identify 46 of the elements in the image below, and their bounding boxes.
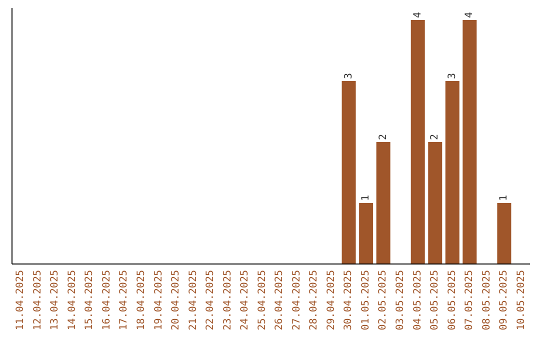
x-tick-label: 30.04.2025 <box>343 270 354 330</box>
x-tick-label: 08.05.2025 <box>481 270 492 330</box>
data-label: 3 <box>343 72 354 79</box>
bar <box>376 142 390 264</box>
bar <box>462 20 477 264</box>
data-label: 3 <box>446 72 458 79</box>
x-tick-label: 19.04.2025 <box>153 270 164 330</box>
x-tick-label: 29.04.2025 <box>326 270 337 330</box>
x-tick-label: 01.05.2025 <box>360 270 372 330</box>
x-tick-label: 10.05.2025 <box>516 270 527 330</box>
bar <box>497 203 512 264</box>
x-tick-label: 04.05.2025 <box>412 270 424 330</box>
x-tick-label: 12.04.2025 <box>32 270 44 330</box>
x-tick-label: 05.05.2025 <box>430 270 441 330</box>
x-tick-label: 26.04.2025 <box>274 270 286 330</box>
bar <box>445 81 460 264</box>
x-tick-label: 06.05.2025 <box>446 270 458 330</box>
x-tick-label: 11.04.2025 <box>15 270 26 330</box>
bar <box>342 81 356 264</box>
x-tick-label: 23.04.2025 <box>222 270 234 330</box>
x-tick-label: 16.04.2025 <box>101 270 112 330</box>
data-label: 4 <box>412 12 424 18</box>
x-tick-label: 17.04.2025 <box>118 270 130 330</box>
x-tick-label: 27.04.2025 <box>291 270 302 330</box>
data-label: 1 <box>498 194 510 201</box>
x-tick-label: 22.04.2025 <box>205 270 216 330</box>
x-tick-label: 25.04.2025 <box>256 270 268 330</box>
bar <box>428 142 442 264</box>
data-label: 2 <box>378 134 389 140</box>
data-label: 4 <box>464 12 476 18</box>
x-tick-label: 09.05.2025 <box>498 270 510 330</box>
x-tick-label: 03.05.2025 <box>395 270 406 330</box>
bar <box>359 203 374 264</box>
x-tick-label: 15.04.2025 <box>84 270 96 330</box>
x-tick-label: 28.04.2025 <box>308 270 320 330</box>
x-tick-label: 24.04.2025 <box>240 270 251 330</box>
bar <box>410 20 425 264</box>
x-tick-label: 07.05.2025 <box>464 270 476 330</box>
data-label: 1 <box>360 194 372 201</box>
data-label: 2 <box>430 134 441 140</box>
x-tick-label: 02.05.2025 <box>378 270 389 330</box>
x-tick-label: 18.04.2025 <box>136 270 147 330</box>
x-tick-label: 14.04.2025 <box>66 270 78 330</box>
x-tick-label: 13.04.2025 <box>50 270 61 330</box>
x-tick-label: 21.04.2025 <box>188 270 199 330</box>
x-tick-label: 20.04.2025 <box>170 270 182 330</box>
